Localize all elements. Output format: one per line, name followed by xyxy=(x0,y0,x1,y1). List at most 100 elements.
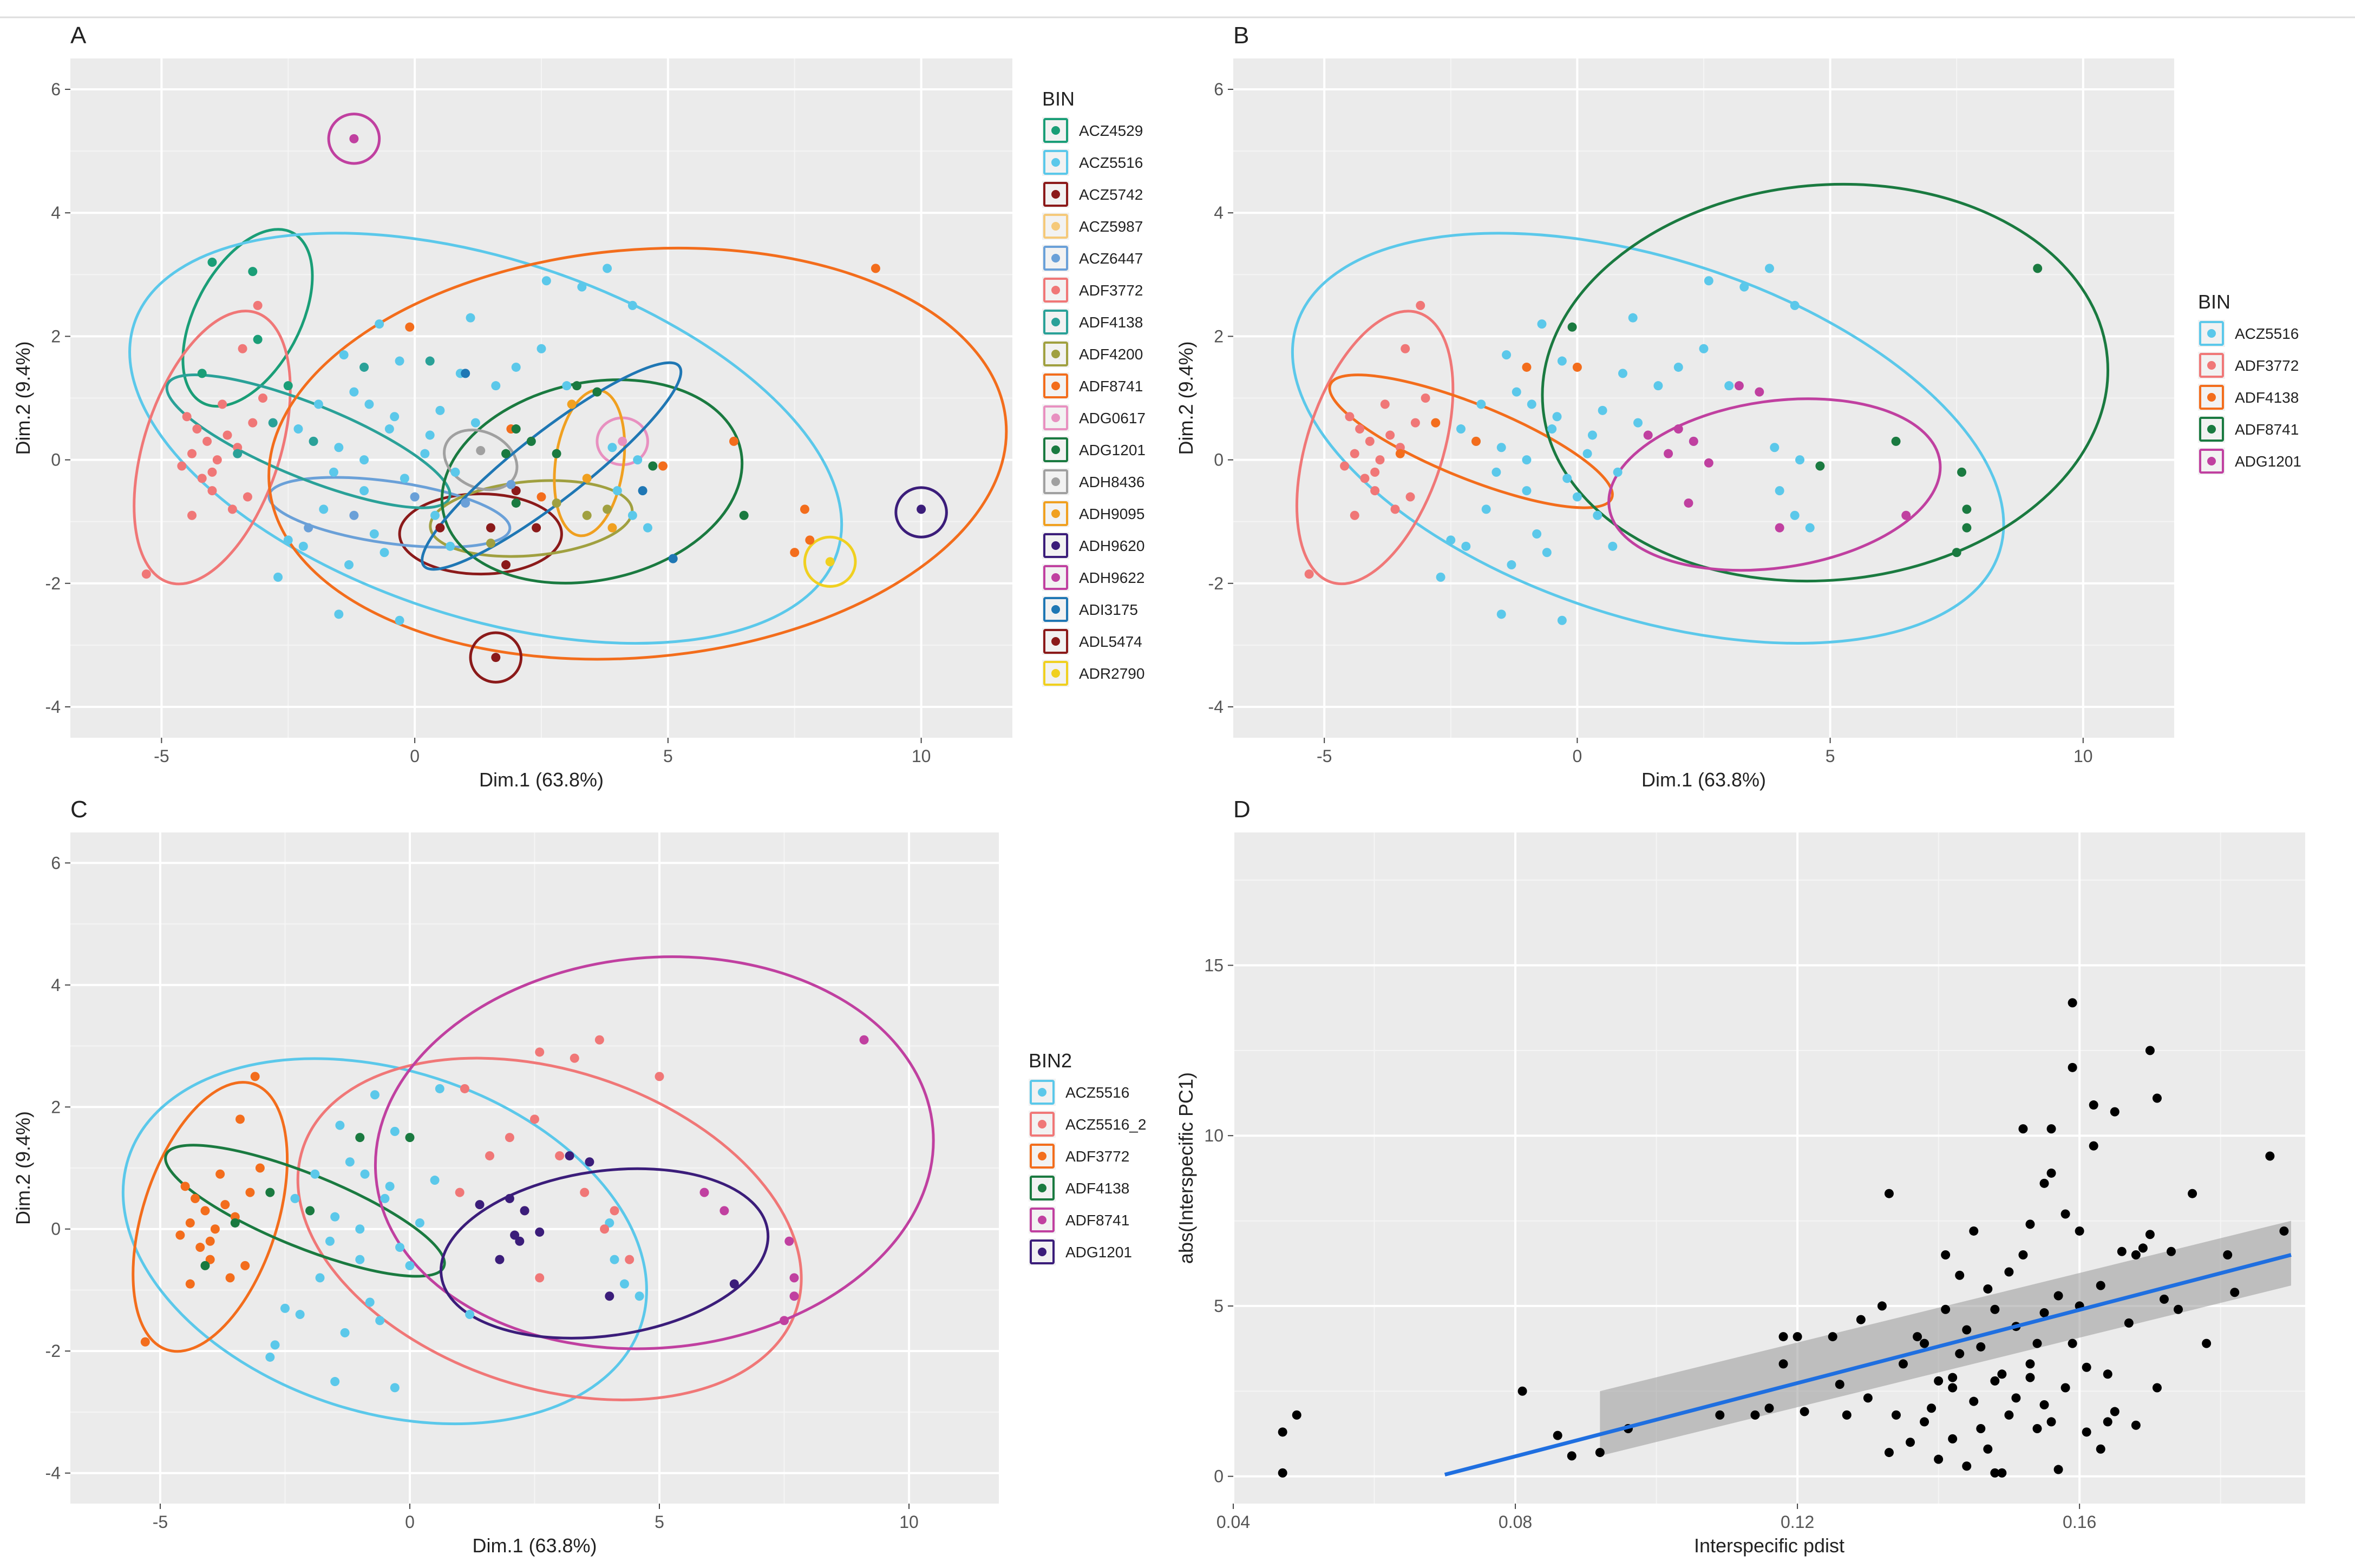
point-adf3772 xyxy=(1375,455,1385,465)
point-adf4138 xyxy=(305,1206,315,1216)
y-tick-label: -2 xyxy=(1208,574,1224,593)
legend-title: BIN xyxy=(2198,291,2230,313)
data-point xyxy=(2230,1288,2240,1297)
point-acz5516-2 xyxy=(580,1188,590,1197)
legend-dot-acz6447 xyxy=(1051,254,1060,263)
x-tick-label: 0 xyxy=(410,746,420,766)
data-point xyxy=(2004,1267,2014,1277)
point-adf3772 xyxy=(1401,344,1410,353)
point-acz5516 xyxy=(562,381,572,391)
x-axis-title: Dim.1 (63.8%) xyxy=(472,1534,597,1557)
point-adi3175 xyxy=(638,486,647,496)
point-acz5516 xyxy=(1446,535,1456,545)
data-point xyxy=(1913,1332,1922,1342)
data-point xyxy=(1948,1434,1958,1444)
point-acz5516 xyxy=(313,399,323,409)
panel-c: C -5 0 5 10 -4 -2 0 2 4 6 Dim.1 (63.8%) Dim.2 (9.4%)… xyxy=(12,796,1146,1557)
point-acz5742 xyxy=(486,523,495,533)
point-acz5516 xyxy=(634,1291,644,1301)
point-adf3772 xyxy=(243,492,252,502)
data-point xyxy=(1778,1332,1788,1342)
point-acz5516 xyxy=(1790,510,1800,520)
point-acz5516 xyxy=(345,1157,355,1167)
point-acz5516 xyxy=(1598,405,1607,415)
point-adg1201 xyxy=(510,1230,520,1240)
legend-key-adf3772 xyxy=(1043,278,1068,303)
point-adf3772 xyxy=(195,1243,205,1252)
point-acz5516 xyxy=(385,1182,395,1191)
point-adf3772 xyxy=(218,399,227,409)
y-axis-title: abs(Interspecific PC1) xyxy=(1175,1072,1197,1264)
point-acz5516 xyxy=(1481,504,1491,514)
y-tick-label: -4 xyxy=(1208,697,1224,717)
point-acz5516 xyxy=(360,1169,370,1179)
legend-dot-adh9095 xyxy=(1051,509,1060,518)
point-acz5516 xyxy=(1496,609,1506,619)
point-acz5516 xyxy=(375,319,384,329)
point-acz5516 xyxy=(1613,467,1623,477)
legend-dot-adh9622 xyxy=(1051,573,1060,582)
point-acz5742 xyxy=(532,523,541,533)
point-acz5516 xyxy=(1724,381,1734,391)
data-point xyxy=(2167,1246,2176,1256)
point-acz5516 xyxy=(619,1279,629,1289)
point-acz5516 xyxy=(511,362,521,372)
point-acz5742 xyxy=(435,523,445,533)
data-point xyxy=(2046,1168,2056,1178)
data-point xyxy=(2011,1393,2021,1403)
point-adf3772 xyxy=(1304,569,1314,579)
point-acz6447 xyxy=(506,480,516,489)
point-adf3772 xyxy=(187,449,197,458)
point-acz5516 xyxy=(491,381,501,391)
point-adh9622 xyxy=(349,134,359,143)
legend-key-adh9622 xyxy=(1043,565,1068,590)
ellipse-adg1201 xyxy=(440,378,744,585)
y-tick-label: 6 xyxy=(51,80,61,99)
point-acz5516 xyxy=(295,1310,305,1320)
legend-dot-acz5516 xyxy=(2207,329,2216,338)
point-adg1201 xyxy=(1734,381,1744,391)
y-axis-title: Dim.2 (9.4%) xyxy=(1175,341,1197,455)
point-acz5516 xyxy=(375,1316,385,1326)
point-acz5516-2 xyxy=(485,1151,495,1160)
point-acz5516 xyxy=(365,1297,375,1307)
y-tick-label: 6 xyxy=(51,853,61,872)
point-acz5516 xyxy=(390,1126,400,1136)
point-adi3175 xyxy=(461,369,470,378)
point-adf3772 xyxy=(141,569,151,579)
point-acz5516 xyxy=(633,455,643,465)
point-adf3772 xyxy=(175,1230,185,1240)
point-adf8741 xyxy=(789,1291,799,1301)
point-acz5516 xyxy=(369,529,379,539)
legend-key-acz6447 xyxy=(1043,246,1068,271)
point-adg1201 xyxy=(1664,449,1673,458)
point-acz5516 xyxy=(1618,369,1627,378)
point-acz4529 xyxy=(207,258,217,267)
point-acz5516 xyxy=(607,443,617,452)
point-adf4200 xyxy=(582,510,592,520)
point-adf3772 xyxy=(1405,492,1415,502)
point-adf8741 xyxy=(1567,322,1577,332)
legend-dot-acz5516-2 xyxy=(1038,1120,1046,1129)
point-adf8741 xyxy=(699,1188,709,1197)
point-adf8741 xyxy=(871,264,880,273)
data-point xyxy=(1976,1342,1986,1352)
panel-label: C xyxy=(70,796,88,823)
point-adf4138 xyxy=(1431,418,1441,428)
point-adf8741 xyxy=(1891,436,1901,446)
point-acz5516 xyxy=(1587,430,1597,440)
point-acz5516 xyxy=(384,424,394,434)
point-adf3772 xyxy=(207,486,217,496)
point-acz5516 xyxy=(344,560,354,570)
point-acz5516 xyxy=(334,609,344,619)
data-point xyxy=(1800,1407,1809,1416)
point-acz5516 xyxy=(1537,319,1547,329)
data-point xyxy=(2025,1359,2035,1369)
data-point xyxy=(1962,1461,1972,1471)
point-adf4138 xyxy=(1395,449,1405,458)
x-tick-label: 10 xyxy=(2073,746,2093,766)
panel-label: B xyxy=(1233,22,1249,49)
legend-key-adh9620 xyxy=(1043,533,1068,558)
data-point xyxy=(2089,1100,2098,1110)
